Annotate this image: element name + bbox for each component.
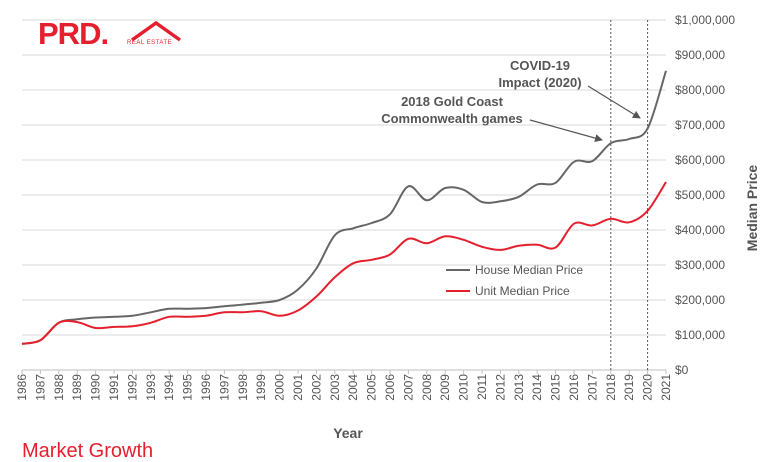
y-tick-label: $900,000 — [675, 48, 725, 62]
chart-legend: House Median Price Unit Median Price — [446, 263, 583, 298]
x-tick-label: 2010 — [457, 374, 471, 401]
x-tick-label: 1993 — [144, 374, 158, 401]
y-tick-label: $1,000,000 — [675, 13, 735, 27]
x-tick-label: 2000 — [273, 374, 287, 401]
annotation-text: COVID-19 — [510, 58, 570, 73]
x-tick-label: 2005 — [365, 374, 379, 401]
y-tick-label: $800,000 — [675, 83, 725, 97]
annotation-text: 2018 Gold Coast — [401, 94, 504, 109]
x-tick-label: 1988 — [52, 374, 66, 401]
x-tick-label: 1989 — [70, 374, 84, 401]
annotation-text: Impact (2020) — [498, 75, 581, 90]
x-tick-label: 2015 — [549, 374, 563, 401]
x-tick-label: 1987 — [33, 374, 47, 401]
x-tick-label: 2020 — [641, 374, 655, 401]
x-axis: 1986 1987 1988 1989 1990 1991 1992 1993 1994 1995… — [15, 370, 673, 401]
footer-heading: Market Growth — [22, 440, 154, 462]
y-tick-label: $0 — [675, 363, 689, 377]
x-tick-label: 2008 — [420, 374, 434, 401]
x-tick-label: 1986 — [15, 374, 29, 401]
x-tick-label: 1996 — [199, 374, 213, 401]
x-tick-label: 2006 — [383, 374, 397, 401]
x-tick-label: 2019 — [622, 374, 636, 401]
x-tick-label: 2013 — [512, 374, 526, 401]
annotation-games: 2018 Gold Coast Commonwealth games — [381, 94, 603, 142]
chart-gridlines — [22, 19, 666, 371]
median-price-chart: 1986 1987 1988 1989 1990 1991 1992 1993 1994 1995… — [15, 13, 760, 441]
legend-label: House Median Price — [475, 263, 583, 277]
annotation-arrow — [587, 85, 641, 119]
x-axis-title: Year — [333, 425, 363, 441]
x-tick-label: 2017 — [585, 374, 599, 401]
annotation-text: Commonwealth games — [381, 111, 523, 126]
y-tick-label: $400,000 — [675, 223, 725, 237]
y-axis-title: Median Price — [744, 165, 760, 252]
x-tick-label: 2004 — [346, 374, 360, 401]
x-tick-label: 1997 — [217, 374, 231, 401]
house-median-price-line — [21, 70, 667, 345]
y-tick-label: $500,000 — [675, 188, 725, 202]
unit-median-price-line — [21, 181, 667, 345]
x-tick-label: 1991 — [107, 374, 121, 401]
x-tick-label: 2014 — [530, 374, 544, 401]
y-tick-label: $700,000 — [675, 118, 725, 132]
y-tick-label: $600,000 — [675, 153, 725, 167]
x-tick-label: 2021 — [659, 374, 673, 401]
logo-subtext: REAL ESTATE — [127, 40, 173, 46]
x-tick-label: 1998 — [236, 374, 250, 401]
x-tick-label: 2001 — [291, 374, 305, 401]
legend-label: Unit Median Price — [475, 284, 570, 298]
x-tick-label: 2012 — [493, 374, 507, 401]
x-tick-label: 1992 — [125, 374, 139, 401]
house-roof-icon — [130, 20, 182, 42]
x-tick-label: 2007 — [401, 374, 415, 401]
x-tick-label: 2002 — [309, 374, 323, 401]
y-tick-label: $300,000 — [675, 258, 725, 272]
x-tick-label: 1994 — [162, 374, 176, 401]
x-tick-label: 1990 — [89, 374, 103, 401]
annotation-arrow — [529, 119, 603, 142]
x-tick-label: 2009 — [438, 374, 452, 401]
x-tick-label: 1999 — [254, 374, 268, 401]
logo-wordmark: PRD. — [38, 16, 109, 51]
y-tick-label: $100,000 — [675, 328, 725, 342]
prd-logo: PRD. REAL ESTATE — [38, 14, 198, 54]
x-tick-label: 2018 — [604, 374, 618, 401]
x-tick-label: 2011 — [475, 374, 489, 400]
y-tick-label: $200,000 — [675, 293, 725, 307]
chart-annotations: COVID-19 Impact (2020) 2018 Gold Coast Comm… — [381, 58, 641, 142]
y-axis: $0 $100,000 $200,000 $300,000 $400,000 $500,0… — [675, 13, 735, 377]
series-lines — [21, 70, 667, 345]
annotation-covid: COVID-19 Impact (2020) — [498, 58, 641, 119]
x-tick-label: 1995 — [181, 374, 195, 401]
x-tick-label: 2016 — [567, 374, 581, 401]
x-tick-label: 2003 — [328, 374, 342, 401]
